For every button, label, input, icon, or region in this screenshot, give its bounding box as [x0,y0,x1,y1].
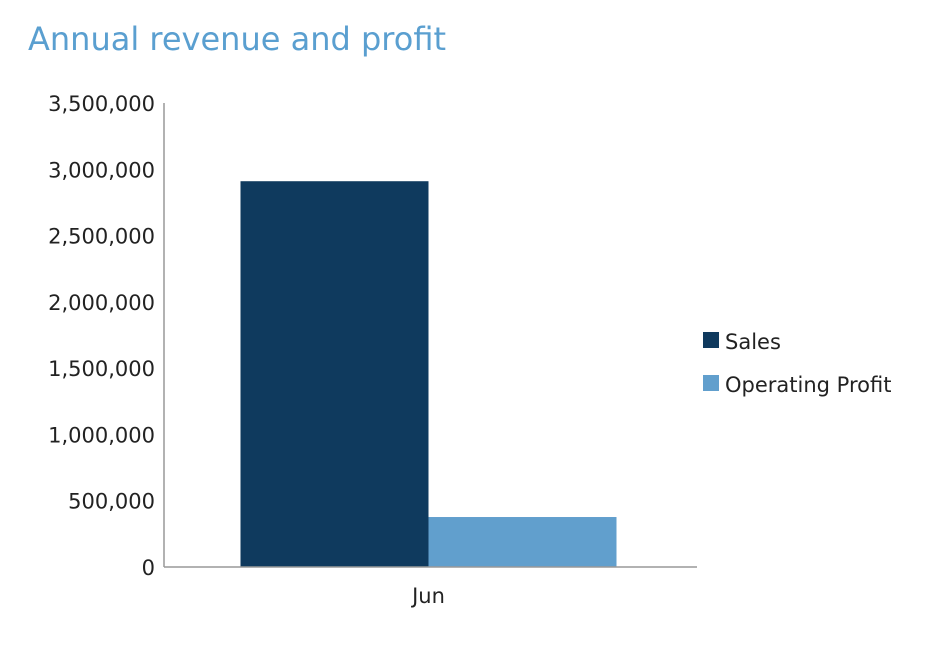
y-tick-label: 2,000,000 [48,291,155,315]
chart-title: Annual revenue and profit [28,20,446,58]
legend-label: Sales [725,330,781,354]
y-tick-label: 0 [142,556,155,580]
y-tick-label: 1,000,000 [48,423,155,447]
y-tick-label: 2,500,000 [48,225,155,249]
y-tick-label: 500,000 [68,490,155,514]
x-tick-label: Jun [410,584,445,608]
legend-label: Operating Profit [725,373,891,397]
legend-swatch [703,375,719,391]
y-tick-label: 3,500,000 [48,92,155,116]
y-tick-label: 1,500,000 [48,357,155,381]
legend-swatch [703,332,719,348]
bar-sales [240,181,429,567]
y-tick-label: 3,000,000 [48,158,155,182]
bar-operating-profit [428,517,617,567]
